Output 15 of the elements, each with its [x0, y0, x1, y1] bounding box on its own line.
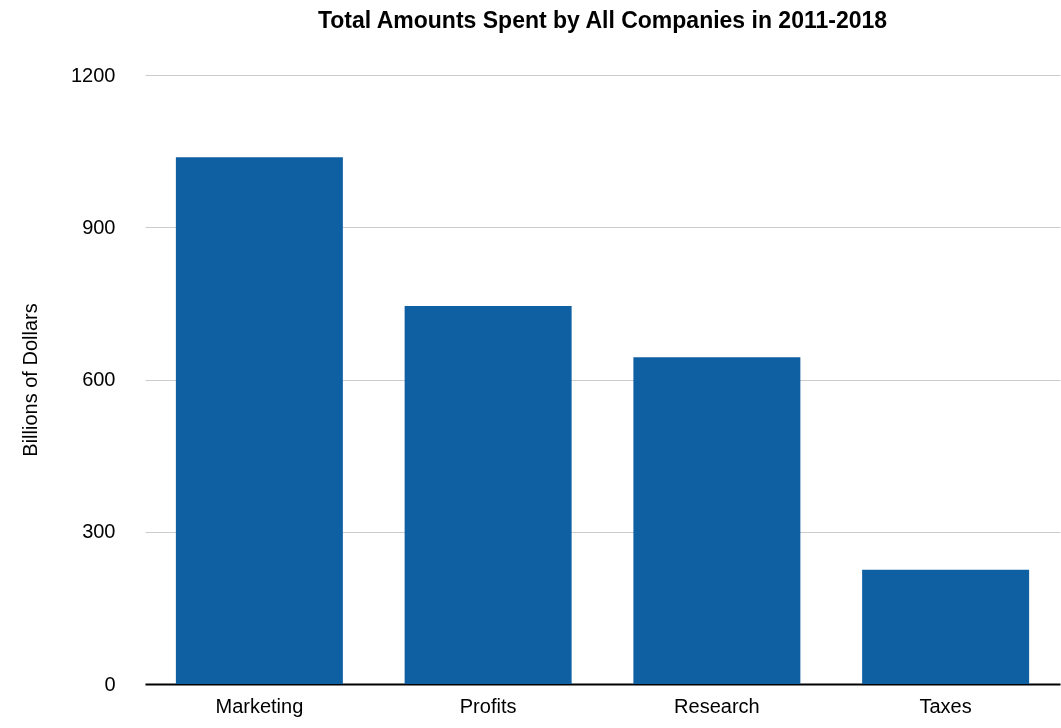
y-axis-title: Billions of Dollars — [19, 303, 42, 457]
x-tick-label: Taxes — [919, 694, 972, 717]
x-tick-label: Marketing — [215, 694, 304, 717]
x-tick-label: Profits — [459, 694, 517, 717]
y-tick-label: 1200 — [71, 63, 116, 86]
y-tick-label: 900 — [82, 215, 116, 238]
y-tick-label: 0 — [104, 672, 116, 695]
y-tick-label: 300 — [82, 520, 116, 543]
bar — [633, 357, 801, 684]
x-tick-label: Research — [674, 694, 760, 717]
bar — [175, 157, 343, 684]
y-tick-label: 600 — [82, 368, 116, 390]
bar — [862, 569, 1030, 684]
chart-title: Total Amounts Spent by All Companies in 2011-2018 — [317, 7, 888, 33]
bar — [404, 305, 572, 684]
